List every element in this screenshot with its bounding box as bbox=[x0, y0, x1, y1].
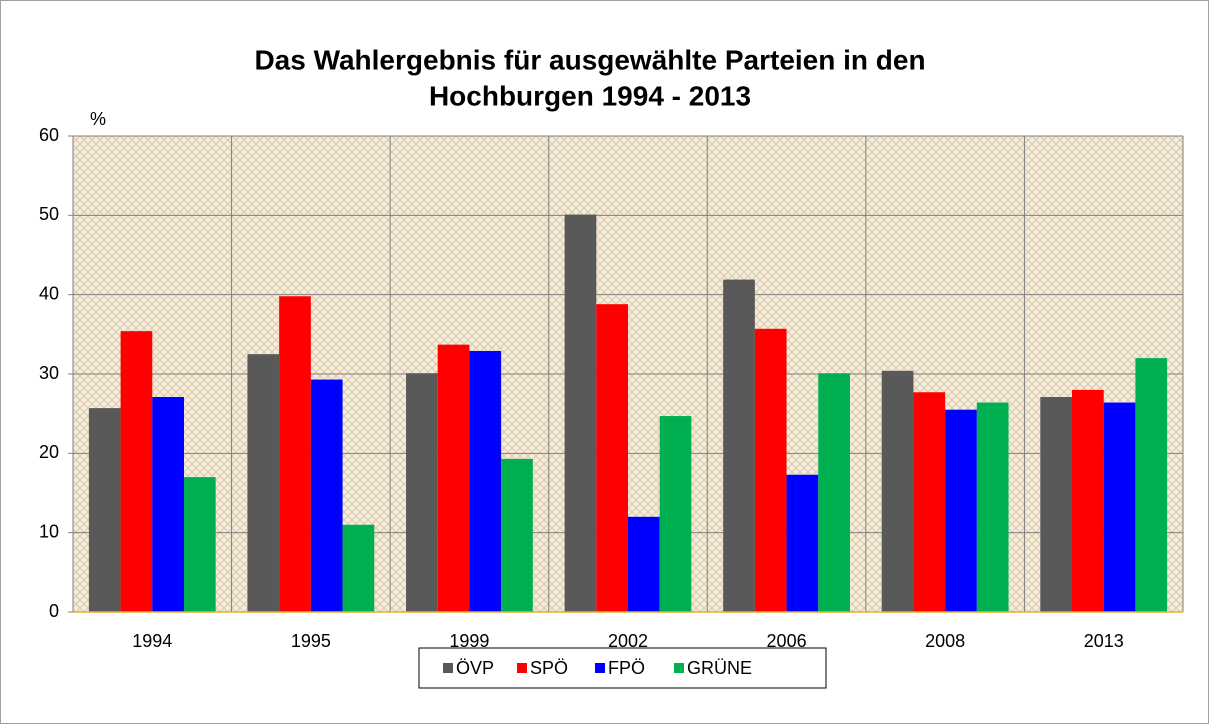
bar bbox=[628, 516, 660, 612]
bar bbox=[1040, 397, 1073, 612]
chart-title: Hochburgen 1994 - 2013 bbox=[429, 80, 751, 111]
x-tick-label: 1999 bbox=[449, 631, 489, 651]
y-tick-label: 50 bbox=[39, 204, 59, 224]
bar bbox=[818, 373, 850, 612]
x-tick-label: 2008 bbox=[925, 631, 965, 651]
bar bbox=[976, 402, 1009, 612]
bar bbox=[913, 392, 946, 612]
bar bbox=[469, 350, 502, 612]
legend-label: SPÖ bbox=[530, 658, 568, 678]
bar bbox=[152, 397, 184, 612]
bar bbox=[1135, 358, 1168, 612]
bar bbox=[183, 477, 216, 612]
y-tick-label: 10 bbox=[39, 521, 59, 541]
bar bbox=[881, 370, 914, 612]
x-tick-label: 2013 bbox=[1084, 631, 1124, 651]
legend-swatch bbox=[443, 663, 453, 673]
bar bbox=[342, 524, 375, 612]
bar bbox=[564, 214, 597, 613]
bar bbox=[596, 304, 628, 612]
y-tick-label: 30 bbox=[39, 363, 59, 383]
bar bbox=[406, 373, 438, 612]
bar bbox=[1103, 402, 1136, 612]
bar bbox=[247, 354, 280, 612]
y-axis-label: % bbox=[90, 109, 106, 129]
bar bbox=[786, 474, 819, 612]
x-tick-label: 1994 bbox=[132, 631, 172, 651]
legend-box bbox=[418, 647, 827, 689]
chart-title: Das Wahlergebnis für ausgewählte Parteie… bbox=[254, 44, 925, 75]
bar bbox=[501, 458, 533, 612]
x-tick-label: 2006 bbox=[767, 631, 807, 651]
bar bbox=[754, 328, 787, 612]
legend-swatch bbox=[595, 663, 605, 673]
y-tick-label: 40 bbox=[39, 283, 59, 303]
legend-swatch bbox=[517, 663, 527, 673]
y-tick-label: 60 bbox=[39, 125, 59, 145]
y-tick-label: 20 bbox=[39, 442, 59, 462]
bar bbox=[437, 344, 470, 612]
bar bbox=[120, 331, 153, 612]
y-tick-label: 0 bbox=[49, 601, 59, 621]
bar bbox=[723, 279, 755, 612]
bar bbox=[659, 416, 692, 612]
bar bbox=[279, 296, 311, 612]
bar bbox=[88, 408, 121, 612]
legend-label: FPÖ bbox=[608, 658, 645, 678]
bar bbox=[945, 409, 977, 612]
legend-label: GRÜNE bbox=[687, 658, 752, 678]
bar bbox=[310, 379, 343, 612]
x-tick-label: 2002 bbox=[608, 631, 648, 651]
bar bbox=[1072, 389, 1104, 612]
x-tick-label: 1995 bbox=[291, 631, 331, 651]
legend-label: ÖVP bbox=[456, 658, 494, 678]
legend-swatch bbox=[674, 663, 684, 673]
